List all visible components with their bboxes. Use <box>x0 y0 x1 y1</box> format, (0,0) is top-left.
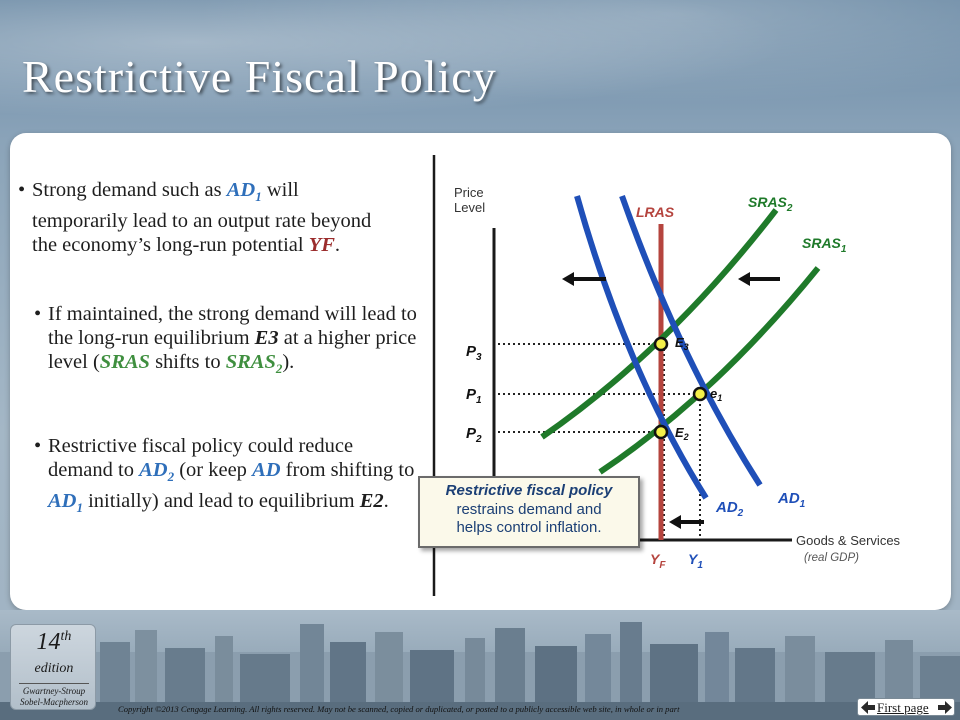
edition-label: edition <box>34 661 74 676</box>
policy-callout: Restrictive fiscal policy restrains dema… <box>418 476 640 548</box>
bullet-dot: • <box>34 435 42 457</box>
edition-badge: 14th edition Gwartney-Stroup Sobel-Macph… <box>10 624 96 710</box>
edition-divider <box>19 683 89 684</box>
authors: Gwartney-Stroup Sobel-Macpherson <box>20 686 88 707</box>
slide-title: Restrictive Fiscal Policy <box>22 51 497 102</box>
arrow-right-icon <box>938 701 952 714</box>
callout-text-line: restrains demand and <box>456 501 602 518</box>
first-page-button[interactable]: First page <box>857 698 955 716</box>
city-skyline-image <box>0 622 960 720</box>
bullet-3: • Restrictive fiscal policy could reduce… <box>34 435 415 516</box>
callout-heading: Restrictive fiscal policy <box>445 482 613 499</box>
bullet-dot: • <box>18 179 26 201</box>
first-page-label: First page <box>877 700 929 715</box>
copyright-notice: Copyright ©2013 Cengage Learning. All ri… <box>118 704 680 714</box>
edition-number: 14th <box>36 629 72 655</box>
header-background <box>0 0 960 140</box>
arrow-left-icon <box>861 701 875 714</box>
callout-text-line: helps control inflation. <box>456 519 602 536</box>
bullet-2: • If maintained, the strong demand will … <box>34 303 417 377</box>
bullet-1: • Strong demand such as AD1 will tempora… <box>18 179 372 257</box>
bullet-dot: • <box>34 303 42 325</box>
